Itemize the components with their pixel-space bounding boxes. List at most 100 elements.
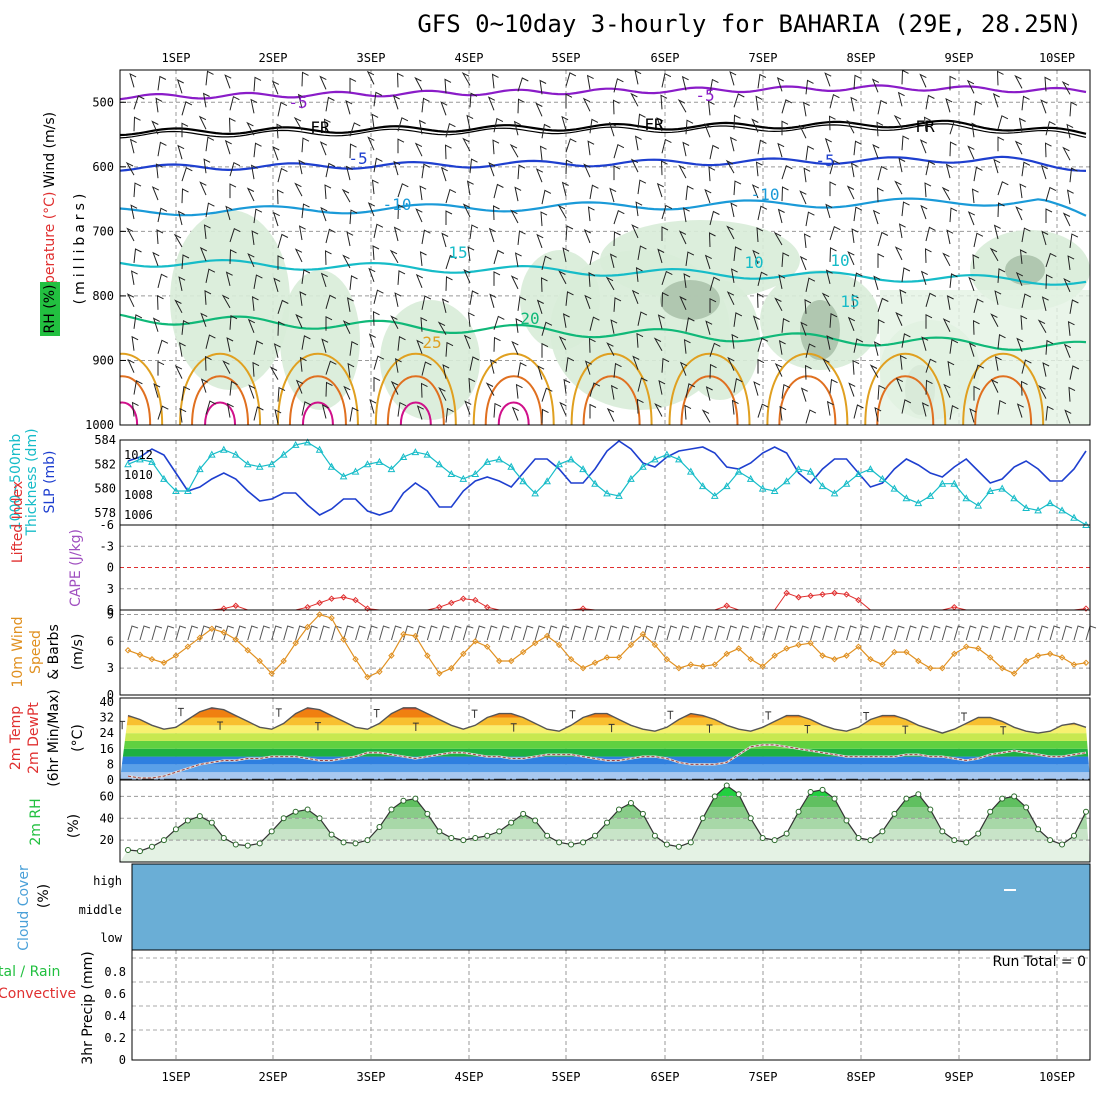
wind-barb xyxy=(349,407,359,422)
lifted-index-point xyxy=(472,596,479,604)
rh-point xyxy=(136,848,143,855)
wind-barb xyxy=(822,358,831,372)
wind-barb xyxy=(157,405,169,420)
temp2m-label-c: (6hr Min/Max) xyxy=(46,689,62,786)
wind-speed-point xyxy=(627,641,635,649)
wind-barb xyxy=(993,158,1001,174)
precip-label-a: tal / Rain xyxy=(0,964,60,980)
wind-barb xyxy=(1014,140,1023,155)
wind-barb xyxy=(509,143,519,158)
wind-barb xyxy=(949,120,961,135)
thickness-point xyxy=(950,479,959,487)
wind-barb xyxy=(1038,385,1047,399)
wind-barb xyxy=(733,246,742,261)
wind-barb-10m xyxy=(127,625,139,641)
wind-barb xyxy=(901,135,910,151)
li-tick: 6 xyxy=(107,603,114,617)
wind-barb xyxy=(846,119,855,134)
wind-barb xyxy=(126,293,135,308)
wind-speed-point xyxy=(998,664,1006,672)
wind-barb xyxy=(540,277,548,292)
thickness-point xyxy=(207,450,216,458)
wind-barb xyxy=(829,159,841,175)
wind-barb xyxy=(898,157,906,173)
rh-point xyxy=(160,837,167,844)
lifted-index-point xyxy=(855,596,862,604)
wind-barb-10m xyxy=(846,625,857,641)
wind-barb xyxy=(565,159,573,175)
isotherm-35-cell xyxy=(301,401,334,425)
wind-barb xyxy=(829,181,837,197)
lifted-index-point xyxy=(579,605,587,612)
wind-barb xyxy=(297,93,305,109)
wind-barb-10m xyxy=(917,625,929,641)
wind-barb xyxy=(874,406,882,422)
wind-barb xyxy=(368,333,376,348)
minmax-bar xyxy=(471,709,478,718)
rh-band xyxy=(120,840,1090,862)
minmax-bar xyxy=(217,721,224,730)
wind-barb xyxy=(829,247,837,262)
rh-point xyxy=(963,839,970,846)
wind-barb xyxy=(178,342,186,357)
wind-barb xyxy=(295,379,304,394)
wind-barb xyxy=(349,143,357,159)
wind-barb xyxy=(1063,278,1071,293)
wind-barb xyxy=(253,274,263,289)
panel-frame xyxy=(119,779,1091,863)
wind-barb xyxy=(295,313,303,328)
thickness-point xyxy=(686,467,695,475)
wind-barb xyxy=(397,204,405,220)
wind-barb xyxy=(229,249,237,264)
wind-barb-10m xyxy=(163,625,175,641)
wind-speed-point xyxy=(184,643,192,650)
wind-barb xyxy=(733,93,745,108)
rh-point xyxy=(604,819,610,826)
wind-tick: 0 xyxy=(107,688,114,702)
wind-barb xyxy=(897,91,905,107)
slp-tick: 1010 xyxy=(124,468,153,482)
wind-barb xyxy=(421,229,431,245)
wind-barb xyxy=(973,100,983,116)
thickness-point xyxy=(710,491,719,499)
wind-barb xyxy=(1045,339,1054,355)
wind-barb xyxy=(341,188,351,203)
thickness-point xyxy=(1070,513,1078,521)
thickness-point xyxy=(998,484,1007,492)
date-label-bottom: 9SEP xyxy=(945,1070,974,1084)
wind-speed-point xyxy=(567,656,575,663)
wind-barb xyxy=(445,188,457,204)
wind-barb xyxy=(798,124,807,139)
rh-point xyxy=(412,795,419,802)
wind-barb xyxy=(613,209,625,225)
wind-barb xyxy=(125,161,135,176)
wind-barb xyxy=(152,251,160,267)
wind-barb xyxy=(997,334,1006,349)
thickness-point xyxy=(507,462,516,470)
wind-speed-point xyxy=(723,650,730,658)
wind-barb-10m xyxy=(223,625,234,641)
wind-barb xyxy=(157,273,168,288)
wind-barb xyxy=(613,231,621,246)
thickness-point xyxy=(890,484,899,492)
temp-band xyxy=(120,740,1090,749)
wind-speed-point xyxy=(615,654,623,661)
temp-tick: 8 xyxy=(107,757,114,771)
temp-tick: 40 xyxy=(100,695,114,709)
wind-barb xyxy=(653,337,663,351)
wind-barb xyxy=(872,209,880,225)
wind-barb xyxy=(541,408,549,424)
wind-barb xyxy=(588,337,596,353)
wind-barb xyxy=(973,166,983,182)
wind-barb xyxy=(877,231,889,247)
thickness-point xyxy=(136,455,144,463)
wind-barb xyxy=(133,182,142,198)
chart-title: GFS 0~10day 3-hourly for BAHARIA (29E, 2… xyxy=(417,10,1082,38)
date-label-bottom: 6SEP xyxy=(651,1070,680,1084)
dewpoint-line xyxy=(127,744,1087,779)
wind-barb xyxy=(393,160,401,176)
wind-barb xyxy=(679,295,687,311)
wind-barb xyxy=(1016,403,1024,418)
wind-barb xyxy=(1037,319,1047,334)
wind-speed-point xyxy=(460,650,467,658)
